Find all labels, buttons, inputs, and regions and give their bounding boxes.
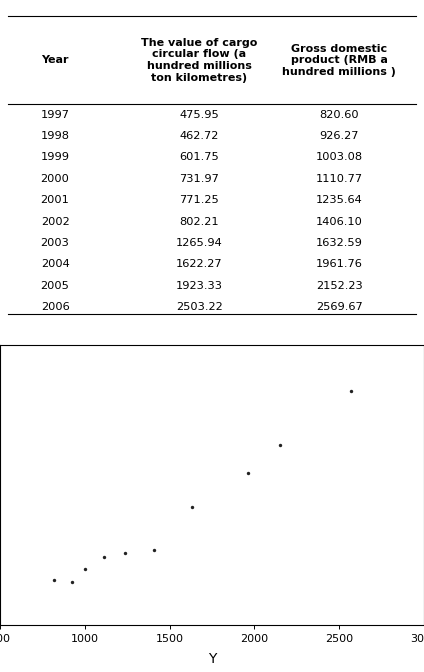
Text: Year: Year [42,55,69,65]
Text: 2002: 2002 [41,216,70,226]
Text: 1235.64: 1235.64 [316,195,363,205]
Text: The value of cargo
circular flow (a
hundred millions
ton kilometres): The value of cargo circular flow (a hund… [141,38,257,83]
Text: 2569.67: 2569.67 [316,302,363,312]
Text: 820.60: 820.60 [319,110,359,120]
Point [100,551,107,562]
Point [277,439,284,450]
Text: 1999: 1999 [41,153,70,163]
Text: 1406.10: 1406.10 [316,216,363,226]
Text: 2000: 2000 [41,174,70,184]
Text: Gross domestic
product (RMB a
hundred millions ): Gross domestic product (RMB a hundred mi… [282,44,396,77]
Text: 771.25: 771.25 [179,195,219,205]
Text: 1003.08: 1003.08 [315,153,363,163]
Text: 2001: 2001 [41,195,70,205]
Text: 1110.77: 1110.77 [315,174,363,184]
Text: 475.95: 475.95 [179,110,219,120]
Text: 1632.59: 1632.59 [316,238,363,248]
Point [150,544,157,555]
Text: 2006: 2006 [41,302,70,312]
Text: 2004: 2004 [41,259,70,269]
Text: 2005: 2005 [41,281,70,290]
Text: 1998: 1998 [41,131,70,141]
Point [189,501,195,512]
Text: 2152.23: 2152.23 [316,281,363,290]
Text: 731.97: 731.97 [179,174,219,184]
Text: 601.75: 601.75 [179,153,219,163]
Text: 1997: 1997 [41,110,70,120]
Text: 1622.27: 1622.27 [176,259,223,269]
Point [82,563,89,574]
Text: 1265.94: 1265.94 [176,238,223,248]
Text: 1961.76: 1961.76 [316,259,363,269]
Text: 1923.33: 1923.33 [176,281,223,290]
Text: 2503.22: 2503.22 [176,302,223,312]
Point [348,386,354,396]
Text: 926.27: 926.27 [319,131,359,141]
Text: 802.21: 802.21 [179,216,219,226]
Text: 462.72: 462.72 [180,131,219,141]
Point [121,548,128,558]
Text: 2003: 2003 [41,238,70,248]
Point [69,577,76,587]
Point [51,575,58,586]
Point [245,468,251,478]
X-axis label: Y: Y [208,653,216,667]
